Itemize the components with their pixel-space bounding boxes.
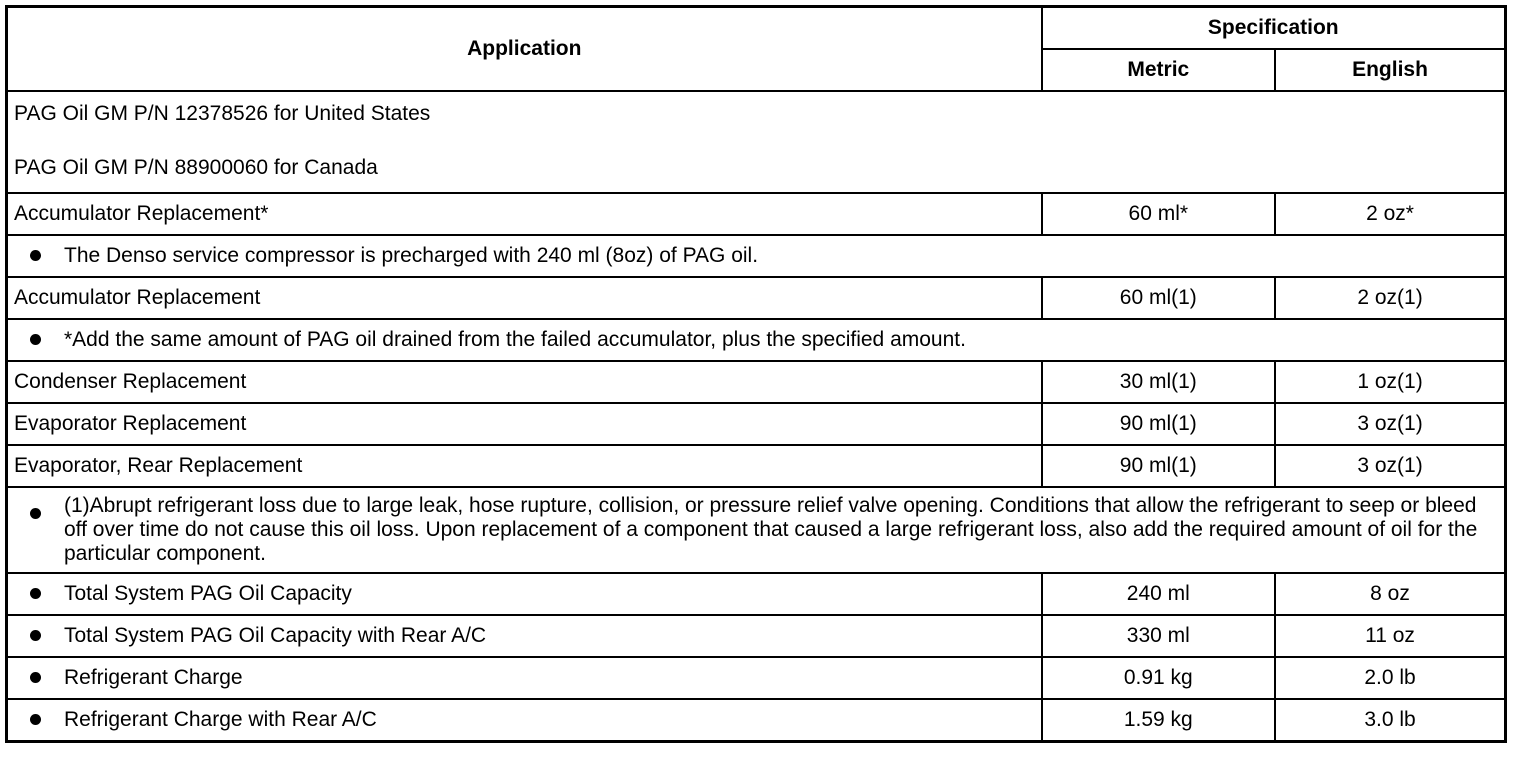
english-cell: 2 oz* — [1274, 192, 1507, 236]
pag-oil-part-numbers: PAG Oil GM P/N 12378526 for United State… — [5, 90, 1507, 194]
application-cell: Refrigerant Charge — [5, 656, 1043, 700]
metric-cell: 90 ml(1) — [1040, 402, 1277, 446]
application-text: Evaporator Replacement — [14, 412, 247, 435]
application-cell: Evaporator Replacement — [5, 402, 1043, 446]
english-cell: 11 oz — [1274, 614, 1507, 658]
metric-cell: 240 ml — [1040, 572, 1277, 616]
table-row: Evaporator Replacement 90 ml(1) 3 oz(1) — [5, 402, 1507, 446]
english-cell: 1 oz(1) — [1274, 360, 1507, 404]
application-text: Total System PAG Oil Capacity — [64, 582, 352, 605]
note-row: The Denso service compressor is precharg… — [5, 234, 1507, 278]
note-row: (1)Abrupt refrigerant loss due to large … — [5, 486, 1507, 574]
bullet-icon — [30, 508, 41, 519]
english-cell: 2 oz(1) — [1274, 276, 1507, 320]
english-cell: 3.0 lb — [1274, 698, 1507, 743]
pag-line-canada: PAG Oil GM P/N 88900060 for Canada — [14, 156, 378, 179]
application-text: Condenser Replacement — [14, 370, 247, 393]
english-cell: 2.0 lb — [1274, 656, 1507, 700]
application-text: Total System PAG Oil Capacity with Rear … — [64, 624, 487, 647]
note-cell: *Add the same amount of PAG oil drained … — [5, 318, 1507, 362]
table-row: Condenser Replacement 30 ml(1) 1 oz(1) — [5, 360, 1507, 404]
application-text: Evaporator, Rear Replacement — [14, 454, 303, 477]
bullet-icon — [30, 588, 41, 599]
application-text: Accumulator Replacement — [14, 286, 261, 309]
english-cell: 8 oz — [1274, 572, 1507, 616]
note-cell: (1)Abrupt refrigerant loss due to large … — [5, 486, 1507, 574]
table-row: Total System PAG Oil Capacity 240 ml 8 oz — [5, 572, 1507, 616]
table-row: Total System PAG Oil Capacity with Rear … — [5, 614, 1507, 658]
bullet-icon — [30, 334, 41, 345]
metric-cell: 0.91 kg — [1040, 656, 1277, 700]
metric-cell: 60 ml(1) — [1040, 276, 1277, 320]
bullet-icon — [30, 250, 41, 261]
application-cell: Total System PAG Oil Capacity — [5, 572, 1043, 616]
bullet-icon — [30, 714, 41, 725]
note-text: (1)Abrupt refrigerant loss due to large … — [64, 494, 1478, 565]
application-cell: Evaporator, Rear Replacement — [5, 444, 1043, 488]
note-text: The Denso service compressor is precharg… — [64, 244, 759, 267]
note-cell: The Denso service compressor is precharg… — [5, 234, 1507, 278]
table-row: Accumulator Replacement 60 ml(1) 2 oz(1) — [5, 276, 1507, 320]
application-cell: Accumulator Replacement — [5, 276, 1043, 320]
header-application: Application — [5, 5, 1043, 92]
bullet-icon — [30, 672, 41, 683]
application-cell: Refrigerant Charge with Rear A/C — [5, 698, 1043, 743]
metric-cell: 60 ml* — [1040, 192, 1277, 236]
pag-line-us: PAG Oil GM P/N 12378526 for United State… — [14, 102, 431, 125]
application-cell: Total System PAG Oil Capacity with Rear … — [5, 614, 1043, 658]
application-text: Refrigerant Charge — [64, 666, 243, 689]
metric-cell: 330 ml — [1040, 614, 1277, 658]
note-text: *Add the same amount of PAG oil drained … — [64, 328, 966, 351]
header-specification: Specification — [1040, 5, 1507, 50]
metric-cell: 1.59 kg — [1040, 698, 1277, 743]
metric-cell: 30 ml(1) — [1040, 360, 1277, 404]
application-cell: Condenser Replacement — [5, 360, 1043, 404]
english-cell: 3 oz(1) — [1274, 444, 1507, 488]
header-english: English — [1274, 48, 1507, 92]
english-cell: 3 oz(1) — [1274, 402, 1507, 446]
application-text: Refrigerant Charge with Rear A/C — [64, 708, 377, 731]
application-text: Accumulator Replacement* — [14, 202, 269, 225]
specification-table: Application Specification Metric English… — [5, 5, 1507, 743]
table-row: Refrigerant Charge with Rear A/C 1.59 kg 3… — [5, 698, 1507, 743]
header-metric: Metric — [1040, 48, 1277, 92]
table-row: Accumulator Replacement* 60 ml* 2 oz* — [5, 192, 1507, 236]
bullet-icon — [30, 630, 41, 641]
application-cell: Accumulator Replacement* — [5, 192, 1043, 236]
metric-cell: 90 ml(1) — [1040, 444, 1277, 488]
note-row: *Add the same amount of PAG oil drained … — [5, 318, 1507, 362]
table-row: Evaporator, Rear Replacement 90 ml(1) 3 oz… — [5, 444, 1507, 488]
table-row: Refrigerant Charge 0.91 kg 2.0 lb — [5, 656, 1507, 700]
